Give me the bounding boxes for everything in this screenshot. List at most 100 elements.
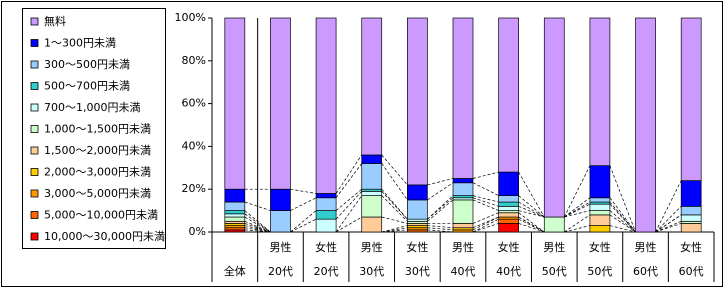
- bar-segment: [498, 171, 519, 196]
- series-line: [655, 180, 682, 233]
- x-tick-label: 男性: [452, 240, 474, 254]
- bar-segment: [680, 17, 702, 181]
- series-line: [381, 225, 408, 233]
- legend-swatch: [30, 82, 39, 90]
- legend-swatch: [30, 60, 39, 69]
- series-line: [335, 188, 362, 211]
- legend-label: 3,000～5,000円未満: [44, 187, 151, 200]
- legend-label: 2,000～3,000円未満: [44, 166, 151, 179]
- x-tick-label: 60代: [633, 265, 658, 278]
- legend-label: 5,000～10,000円未満: [44, 209, 158, 222]
- bar-segment: [498, 218, 519, 224]
- series-line: [427, 199, 454, 222]
- bar-segment: [589, 17, 611, 167]
- legend-swatch: [30, 17, 39, 26]
- series-line: [244, 213, 271, 233]
- x-tick-label: 男性: [635, 240, 657, 254]
- legend-label: 10,000～30,000円未満: [44, 230, 165, 243]
- bar-segment: [315, 193, 337, 199]
- series-line: [335, 163, 363, 198]
- series-line: [427, 182, 454, 201]
- series-line: [472, 171, 499, 179]
- series-line: [655, 214, 682, 233]
- bar-segment: [224, 216, 246, 222]
- series-line: [655, 223, 682, 233]
- series-line: [655, 206, 682, 233]
- y-tick-label: 40%: [182, 139, 206, 152]
- bar-segment: [361, 163, 383, 190]
- y-tick-label: 80%: [182, 54, 206, 67]
- series-line: [609, 210, 636, 233]
- legend-swatch: [30, 168, 39, 176]
- bar-segment: [498, 223, 519, 233]
- bar-segment: [452, 182, 474, 196]
- bar-segment: [315, 197, 337, 211]
- legend-swatch: [30, 146, 39, 155]
- y-tick-label: 60%: [182, 97, 206, 110]
- x-tick-label: 30代: [405, 265, 430, 278]
- series-line: [427, 227, 454, 231]
- x-tick-label: 男性: [269, 240, 291, 254]
- series-line: [563, 165, 591, 218]
- bar-segment: [361, 154, 383, 164]
- bar-segment: [543, 216, 565, 233]
- bar-segment: [315, 210, 337, 220]
- x-tick-label: 男性: [361, 240, 383, 254]
- bar-segment: [407, 17, 428, 186]
- series-line: [609, 203, 636, 233]
- bar-segment: [680, 223, 702, 233]
- series-line: [244, 227, 271, 233]
- x-tick-label: 女性: [680, 240, 702, 254]
- series-line: [518, 171, 545, 218]
- bar-segment: [407, 199, 428, 220]
- bar-segment: [452, 178, 474, 184]
- bar-segment: [452, 199, 474, 224]
- series-line: [244, 210, 271, 233]
- legend-swatch: [30, 125, 39, 133]
- x-tick-label: 30代: [359, 265, 384, 278]
- bar-segment: [498, 195, 519, 203]
- bar-segment: [589, 214, 611, 226]
- legend-label: 500～700円未満: [44, 80, 130, 93]
- series-line: [609, 165, 636, 233]
- bar-segment: [224, 210, 246, 215]
- series-line: [244, 225, 271, 233]
- bar-segment: [498, 205, 519, 211]
- series-line: [518, 210, 545, 218]
- x-tick-label: 20代: [314, 265, 339, 278]
- legend-swatch: [30, 103, 39, 112]
- series-line: [518, 212, 545, 233]
- bar-segment: [315, 218, 337, 233]
- bar-segment: [452, 223, 474, 229]
- x-tick-label: 男性: [543, 240, 565, 254]
- series-line: [335, 195, 363, 233]
- x-tick-label: 40代: [496, 265, 521, 278]
- x-tick-label: 女性: [406, 240, 428, 254]
- legend-box: [22, 8, 166, 249]
- legend-label: 1～300円未満: [44, 37, 116, 50]
- series-line: [290, 210, 317, 233]
- legend-label: 1,500～2,000円未満: [44, 144, 151, 157]
- bar-segment: [407, 184, 428, 201]
- x-tick-label: 女性: [315, 240, 337, 254]
- x-tick-label: 50代: [542, 265, 567, 278]
- bar-segment: [498, 212, 519, 218]
- legend-label: 300～500円未満: [44, 58, 130, 71]
- bar-segment: [680, 205, 702, 216]
- series-line: [518, 223, 545, 233]
- series-line: [518, 195, 545, 218]
- bar-segment: [270, 210, 291, 233]
- bar-segment: [589, 165, 611, 199]
- bar-segment: [589, 210, 611, 216]
- series-line: [472, 195, 499, 203]
- x-tick-label: 40代: [451, 265, 476, 278]
- series-line: [564, 197, 591, 218]
- bar-segment: [498, 201, 519, 207]
- series-line: [290, 188, 317, 194]
- bar-segment: [224, 213, 246, 218]
- x-tick-label: 20代: [268, 265, 293, 278]
- bar-segment: [315, 17, 337, 194]
- series-line: [335, 191, 362, 220]
- bar-segment: [589, 225, 611, 233]
